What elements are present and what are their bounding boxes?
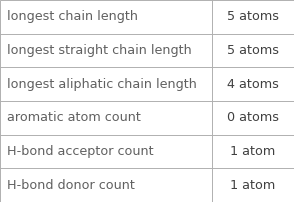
Text: 5 atoms: 5 atoms — [227, 44, 279, 57]
Text: aromatic atom count: aromatic atom count — [7, 111, 141, 124]
Text: 4 atoms: 4 atoms — [227, 78, 279, 91]
Text: longest aliphatic chain length: longest aliphatic chain length — [7, 78, 197, 91]
Text: H-bond acceptor count: H-bond acceptor count — [7, 145, 154, 158]
Text: 5 atoms: 5 atoms — [227, 10, 279, 23]
Text: 1 atom: 1 atom — [230, 179, 275, 192]
Text: longest chain length: longest chain length — [7, 10, 138, 23]
Text: 1 atom: 1 atom — [230, 145, 275, 158]
Text: longest straight chain length: longest straight chain length — [7, 44, 192, 57]
Text: 0 atoms: 0 atoms — [227, 111, 279, 124]
Text: H-bond donor count: H-bond donor count — [7, 179, 135, 192]
